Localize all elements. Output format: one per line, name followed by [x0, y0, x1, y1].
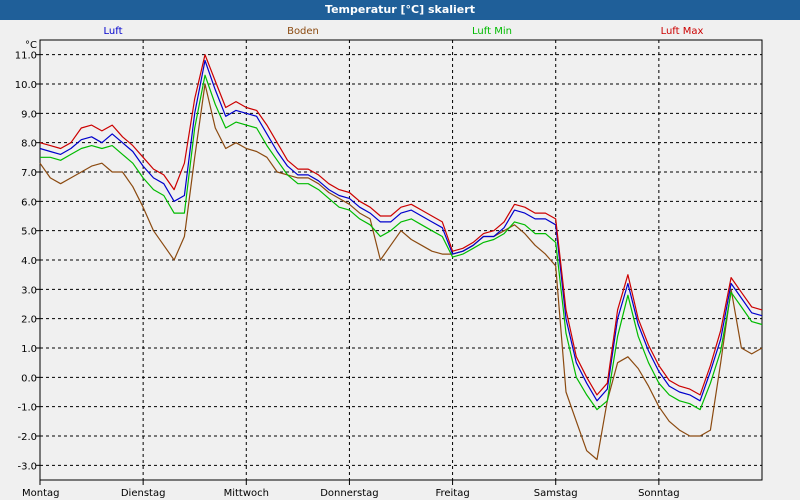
y-axis-unit: °C	[25, 40, 37, 51]
y-tick-label: 0.0	[21, 373, 37, 384]
x-tick-day: Donnerstag	[320, 488, 378, 499]
y-axis-ticks: 11.0 10.0 9.0 8.0 7.0 6.0 5.0 4.0 3.0 2.0 1.0 0.0 -1…	[15, 51, 40, 472]
x-tick-day: Montag	[22, 488, 59, 499]
legend-luft-min: Luft Min	[472, 26, 512, 37]
series-lines	[39, 54, 763, 461]
y-tick-label: 9.0	[21, 109, 37, 120]
x-tick-day: Freitag	[435, 488, 469, 499]
series-line-luft-max	[39, 54, 763, 396]
y-tick-label: 1.0	[21, 344, 37, 355]
y-tick-label: -3.0	[17, 461, 37, 472]
y-tick-label: 6.0	[21, 197, 37, 208]
legend-boden: Boden	[287, 26, 319, 37]
grid-lines	[40, 40, 762, 480]
series-line-luft-min	[40, 74, 763, 411]
series-line-luft	[39, 59, 763, 402]
y-tick-label: -1.0	[17, 403, 37, 414]
y-tick-label: 4.0	[21, 256, 37, 267]
y-tick-label: 11.0	[15, 51, 37, 62]
x-tick-day: Sonntag	[638, 488, 680, 499]
x-tick-day: Samstag	[534, 488, 578, 499]
y-tick-label: 5.0	[21, 227, 37, 238]
y-tick-label: 3.0	[21, 285, 37, 296]
y-tick-label: 8.0	[21, 139, 37, 150]
y-tick-label: 2.0	[21, 315, 37, 326]
series-line-boden	[39, 83, 763, 461]
y-tick-label: -2.0	[17, 432, 37, 443]
legend: Luft Boden Luft Min Luft Max	[104, 26, 704, 37]
legend-luft: Luft	[104, 26, 123, 37]
legend-luft-max: Luft Max	[661, 26, 704, 37]
x-axis-ticks: Montag23.12.19Dienstag24.12.19Mittwoch25…	[22, 480, 680, 499]
temperature-chart: Luft Boden Luft Min Luft Max °C 11.0 10.0…	[15, 26, 763, 499]
y-tick-label: 7.0	[21, 168, 37, 179]
x-tick-day: Dienstag	[121, 488, 166, 499]
x-tick-day: Mittwoch	[224, 488, 269, 499]
window-title: Temperatur [°C] skaliert	[0, 0, 800, 20]
y-tick-label: 10.0	[15, 80, 37, 91]
